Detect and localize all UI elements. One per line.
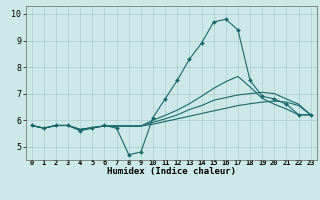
X-axis label: Humidex (Indice chaleur): Humidex (Indice chaleur)	[107, 167, 236, 176]
